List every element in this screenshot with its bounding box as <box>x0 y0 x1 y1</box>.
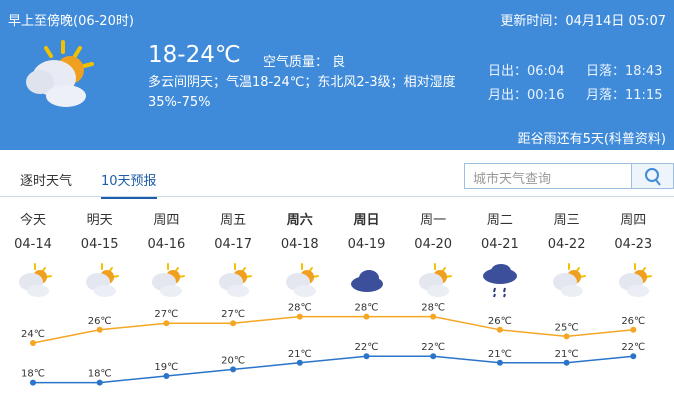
forecast-date: 04-18 <box>280 237 319 252</box>
forecast-date: 04-19 <box>347 237 386 252</box>
forecast-day: 周一 <box>420 213 447 228</box>
partly-cloudy-icon <box>26 40 94 107</box>
low-temp-label: 21℃ <box>555 349 579 360</box>
low-temp-point <box>496 359 503 366</box>
moonrise: 月出：00:16 <box>488 88 565 103</box>
high-temp-label: 28℃ <box>421 303 445 314</box>
overcast-icon <box>350 270 383 292</box>
low-temp-point <box>630 353 637 360</box>
partly-cloudy-icon <box>419 263 453 297</box>
low-temp-label: 22℃ <box>421 342 445 353</box>
forecast-date: 04-22 <box>547 237 586 252</box>
low-temp-label: 18℃ <box>88 369 112 380</box>
sunrise: 日出：06:04 <box>488 64 565 79</box>
high-temp-label: 26℃ <box>488 316 512 327</box>
forecast-date: 04-16 <box>147 237 186 252</box>
low-temp-point <box>96 379 103 386</box>
forecast-date: 04-21 <box>481 237 519 252</box>
sunset: 日落：18:43 <box>586 64 663 79</box>
low-temp-label: 19℃ <box>154 362 178 373</box>
low-temp-point <box>363 353 370 360</box>
high-temp-point <box>96 326 103 333</box>
low-temp-label: 21℃ <box>488 349 512 360</box>
forecast-day: 今天 <box>19 213 46 228</box>
partly-cloudy-icon <box>552 263 586 297</box>
high-temp-label: 27℃ <box>221 309 245 320</box>
solar-term-link[interactable]: 距谷雨还有5天(科普资料) <box>517 132 666 147</box>
high-temp-point <box>363 313 370 320</box>
forecast-day: 周四 <box>620 213 647 228</box>
rain-icon <box>482 264 517 298</box>
forecast-day: 周六 <box>286 213 313 228</box>
high-temp-label: 24℃ <box>21 329 45 340</box>
temperature-range: 18-24℃ <box>148 42 241 68</box>
city-search-input[interactable]: 城市天气查询 <box>464 163 632 189</box>
forecast-day: 周二 <box>486 213 513 228</box>
forecast-date: 04-17 <box>214 237 252 252</box>
high-temp-point <box>163 320 170 327</box>
low-temp-point <box>563 359 570 366</box>
low-temp-label: 20℃ <box>221 355 245 366</box>
high-temp-label: 25℃ <box>555 322 579 333</box>
low-temp-label: 18℃ <box>21 369 45 380</box>
low-temp-point <box>163 373 170 379</box>
forecast-day: 周五 <box>220 213 247 228</box>
partly-cloudy-icon <box>619 263 653 297</box>
search-icon <box>644 168 661 186</box>
forecast-date: 04-15 <box>80 237 119 252</box>
high-temp-point <box>563 333 570 340</box>
high-temp-point <box>30 340 36 346</box>
high-temp-label: 27℃ <box>154 309 178 320</box>
high-temp-label: 26℃ <box>621 316 645 327</box>
high-temp-label: 26℃ <box>88 316 112 327</box>
low-temp-label: 22℃ <box>621 342 645 353</box>
low-temp-point <box>430 353 437 360</box>
partly-cloudy-icon <box>19 263 52 297</box>
temperature-chart: 24℃ 26℃ 27℃ 27℃ 28℃ 28℃ 28℃ 26℃ 25℃ 26℃ 18℃ 18℃ 19℃ 2… <box>21 303 645 386</box>
high-temp-point <box>296 313 303 320</box>
high-temp-point <box>630 326 637 333</box>
partly-cloudy-icon <box>219 263 253 297</box>
forecast-day: 周日 <box>353 213 380 228</box>
current-weather-panel: 早上至傍晚(06-20时) 更新时间：04月14日 05:07 18-24℃ 空… <box>0 0 674 150</box>
low-temp-point <box>230 366 237 373</box>
forecast-day: 周三 <box>553 213 580 228</box>
high-temp-point <box>496 326 503 333</box>
high-temp-point <box>230 320 237 327</box>
high-temp-line <box>32 315 634 344</box>
forecast-date: 04-23 <box>614 237 653 252</box>
forecast-date: 04-14 <box>14 237 52 252</box>
low-temp-label: 22℃ <box>355 342 379 353</box>
partly-cloudy-icon <box>85 263 119 297</box>
moonset: 月落：11:15 <box>586 88 663 103</box>
low-temp-line <box>33 355 634 384</box>
period-label: 早上至傍晚(06-20时) <box>8 14 134 29</box>
low-temp-point <box>30 379 36 386</box>
partly-cloudy-icon <box>285 263 319 297</box>
update-time: 更新时间：04月14日 05:07 <box>500 14 666 29</box>
weather-description: 多云间阴天；气温18-24℃；东北风2-3级；相对湿度35%-75% <box>148 75 456 110</box>
low-temp-label: 21℃ <box>288 349 312 360</box>
air-quality: 空气质量： 良 <box>263 55 346 70</box>
forecast-day: 周四 <box>153 213 180 228</box>
forecast-date: 04-20 <box>414 237 453 252</box>
tab-10-day[interactable]: 10天预报 <box>101 170 157 199</box>
high-temp-label: 28℃ <box>355 303 379 314</box>
low-temp-point <box>296 359 303 366</box>
forecast-day: 明天 <box>86 213 113 228</box>
high-temp-point <box>430 313 437 320</box>
search-button[interactable] <box>632 163 674 189</box>
forecast-tabs: 逐时天气 10天预报 <box>0 160 674 199</box>
high-temp-label: 28℃ <box>288 303 312 314</box>
tab-hourly[interactable]: 逐时天气 <box>20 174 73 189</box>
partly-cloudy-icon <box>152 263 186 297</box>
